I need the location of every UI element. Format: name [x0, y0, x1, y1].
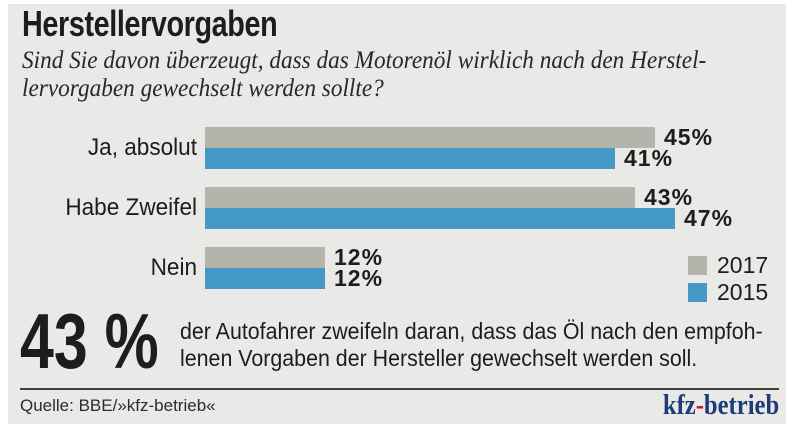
source-text: Quelle: BBE/»kfz-betrieb« — [20, 396, 216, 415]
bar-2017-nein — [205, 247, 325, 268]
value-label-2015-habe-zweifel: 47% — [684, 205, 734, 231]
legend: 2017 2015 — [688, 252, 769, 310]
value-label-2015-nein: 12% — [334, 265, 384, 291]
logo-hyphen: - — [695, 390, 704, 421]
category-label-ja-absolut: Ja, absolut — [87, 134, 197, 161]
legend-label-2015: 2015 — [717, 279, 769, 305]
survey-question: Sind Sie davon überzeugt, dass das Motor… — [22, 47, 707, 102]
bar-row: 12% — [205, 265, 800, 291]
bar-2015-ja-absolut — [205, 148, 615, 169]
value-label-2017-nein: 12% — [334, 244, 384, 270]
value-label-2017-habe-zweifel: 43% — [644, 184, 694, 210]
legend-swatch-2017 — [688, 256, 707, 275]
category-label-habe-zweifel: Habe Zweifel — [65, 194, 197, 221]
bar-row: 47% — [205, 205, 800, 231]
legend-swatch-2015 — [688, 283, 707, 302]
value-label-2015-ja-absolut: 41% — [624, 145, 674, 171]
logo-prefix: kfz — [662, 390, 696, 421]
bar-row: 43% — [205, 184, 800, 210]
bar-row: 45% — [205, 124, 800, 150]
bar-2017-habe-zweifel — [205, 187, 635, 208]
page-title: Herstellervorgaben — [22, 3, 278, 44]
bar-row: 41% — [205, 145, 800, 171]
category-label-nein: Nein — [150, 254, 197, 281]
legend-item-2015: 2015 — [688, 279, 769, 305]
chart-group-ja-absolut: Ja, absolut 45% 41% — [0, 124, 800, 171]
callout-text: der Autofahrer zweifeln daran, dass das … — [180, 318, 763, 371]
callout-big-number: 43 % — [20, 297, 159, 385]
kfz-betrieb-logo: kfz-betrieb — [663, 390, 779, 422]
chart-group-nein: Nein 12% 12% — [0, 244, 800, 291]
footer-divider — [20, 388, 779, 390]
logo-suffix: betrieb — [703, 390, 779, 421]
legend-label-2017: 2017 — [717, 252, 769, 278]
bar-row: 12% — [205, 244, 800, 270]
legend-item-2017: 2017 — [688, 252, 769, 278]
value-label-2017-ja-absolut: 45% — [664, 124, 714, 150]
bar-2017-ja-absolut — [205, 127, 655, 148]
chart-group-habe-zweifel: Habe Zweifel 43% 47% — [0, 184, 800, 231]
bar-2015-habe-zweifel — [205, 208, 675, 229]
bar-2015-nein — [205, 268, 325, 289]
